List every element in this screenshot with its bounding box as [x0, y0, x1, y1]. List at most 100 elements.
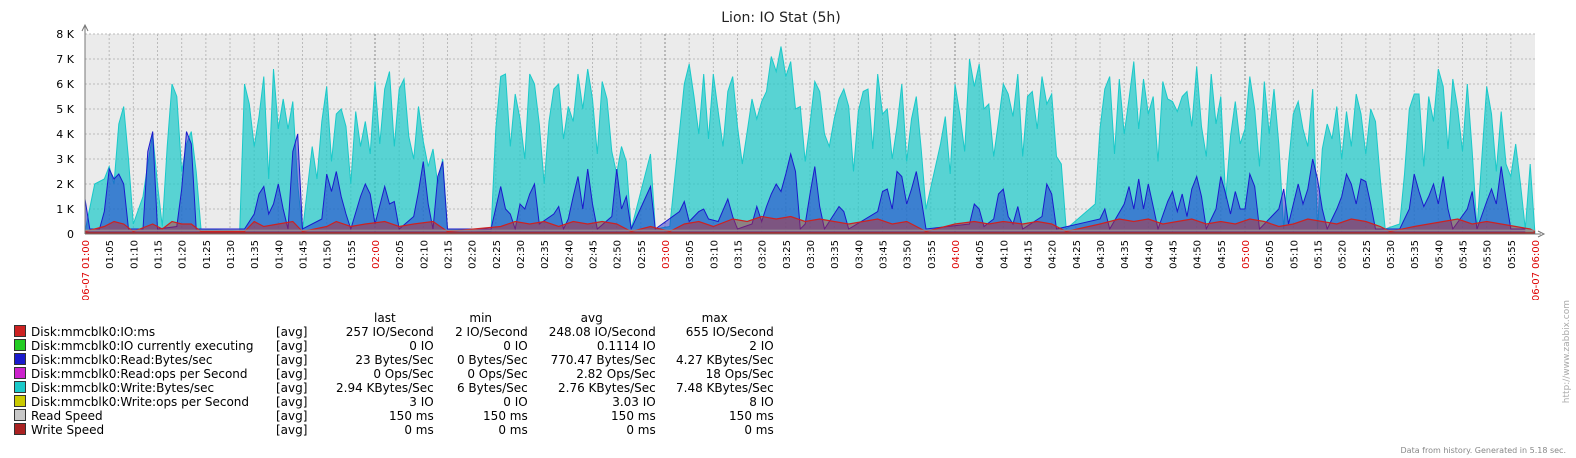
x-tick-label: 05:05 [1265, 240, 1276, 269]
legend-row: Disk:mmcblk0:IO currently executing [avg]… [14, 339, 774, 353]
y-tick-label: 4 K [56, 128, 74, 141]
legend-series-last: 0 ms [404, 423, 434, 437]
chart-title: Lion: IO Stat (5h) [721, 10, 841, 26]
x-tick-label: 02:10 [419, 240, 430, 269]
legend-series-name: Disk:mmcblk0:IO currently executing [31, 339, 254, 353]
x-tick-label: 04:30 [1096, 240, 1107, 269]
io-stat-chart: Lion: IO Stat (5h) 0 1 K 2 K 3 K 4 K 5 K 6 K 7 … [56, 10, 1546, 300]
x-tick-label: 04:40 [1144, 240, 1155, 269]
x-tick-label: 02:40 [564, 240, 575, 269]
y-tick-label: 1 K [56, 203, 74, 216]
y-tick-label: 3 K [56, 153, 74, 166]
x-tick-label: 03:45 [879, 240, 890, 269]
legend-row: Read Speed [avg] 150 ms 150 ms 150 ms 150 ms [14, 409, 774, 423]
y-tick-label: 2 K [56, 178, 74, 191]
legend-series-name: Disk:mmcblk0:Read:ops per Second [31, 367, 248, 381]
x-tick-label: 03:25 [782, 240, 793, 269]
x-tick-label: 02:15 [444, 240, 455, 269]
x-tick-label: 05:50 [1483, 240, 1494, 269]
x-tick-label: 05:55 [1507, 240, 1518, 269]
x-tick-label: 02:00 [371, 240, 382, 269]
legend-series-avg: 770.47 Bytes/Sec [550, 353, 656, 367]
legend-series-max: 150 ms [729, 409, 774, 423]
x-tick-label: 04:00 [951, 240, 962, 269]
x-tick-label: 05:40 [1434, 240, 1445, 269]
x-tick-label: 05:20 [1338, 240, 1349, 269]
x-tick-label: 03:50 [903, 240, 914, 269]
x-tick-label: 04:50 [1193, 240, 1204, 269]
x-tick-label: 02:35 [540, 240, 551, 269]
x-tick-label: 01:35 [250, 240, 261, 269]
series-area [85, 216, 1535, 234]
legend-row: Disk:mmcblk0:IO:ms [avg] 257 IO/Second 2 IO… [14, 325, 774, 339]
y-tick-label: 8 K [56, 28, 74, 41]
legend-series-max: 7.48 KBytes/Sec [676, 381, 774, 395]
legend-row: Disk:mmcblk0:Write:ops per Second [avg] 3 … [14, 395, 774, 409]
legend-col-max: max [701, 311, 728, 325]
x-tick-label: 03:05 [685, 240, 696, 269]
legend-series-avg: 0 ms [626, 423, 656, 437]
legend-swatch [14, 339, 26, 351]
legend-series-min: 0 Bytes/Sec [456, 353, 528, 367]
x-axis-ticks: 06-07 01:00 01:05 01:10 01:15 01:20 01:25 01:3… [81, 240, 1542, 300]
x-tick-label: 04:20 [1048, 240, 1059, 269]
x-tick-label: 01:05 [105, 240, 116, 269]
legend-swatch [14, 395, 26, 407]
x-tick-label: 02:30 [516, 240, 527, 269]
x-tick-label: 05:30 [1386, 240, 1397, 269]
legend-series-func: [avg] [276, 339, 308, 353]
legend-series-last: 150 ms [389, 409, 434, 423]
y-tick-label: 6 K [56, 78, 74, 91]
x-tick-label: 01:40 [274, 240, 285, 269]
legend-series-name: Disk:mmcblk0:Write:Bytes/sec [31, 381, 215, 395]
x-tick-label: 01:10 [129, 240, 140, 269]
y-tick-label: 7 K [56, 53, 74, 66]
legend-series-name: Disk:mmcblk0:Write:ops per Second [31, 395, 250, 409]
legend-series-last: 2.94 KBytes/Sec [336, 381, 434, 395]
legend-series-min: 0 IO [503, 339, 528, 353]
legend-series-avg: 150 ms [611, 409, 656, 423]
axes [81, 23, 1546, 238]
legend-col-avg: avg [580, 311, 603, 325]
x-tick-label: 05:10 [1289, 240, 1300, 269]
legend-series-last: 257 IO/Second [345, 325, 434, 339]
x-tick-label: 05:25 [1362, 240, 1373, 269]
watermark: http://www.zabbix.com [1562, 300, 1572, 404]
legend-series-avg: 248.08 IO/Second [548, 325, 656, 339]
series-areas [84, 46, 1536, 235]
series-line [84, 46, 1536, 235]
legend-col-min: min [469, 311, 493, 325]
x-tick-label: 02:50 [613, 240, 624, 269]
legend-series-min: 2 IO/Second [455, 325, 528, 339]
legend-series-avg: 2.76 KBytes/Sec [558, 381, 656, 395]
x-tick-label: 04:05 [975, 240, 986, 269]
y-axis-ticks: 0 1 K 2 K 3 K 4 K 5 K 6 K 7 K 8 K [56, 28, 74, 241]
series-line [84, 215, 1536, 233]
legend-series-min: 0 ms [498, 423, 528, 437]
x-tick-label: 04:35 [1120, 240, 1131, 269]
legend-series-name: Disk:mmcblk0:IO:ms [31, 325, 156, 339]
legend-series-max: 8 IO [749, 395, 774, 409]
y-tick-label: 5 K [56, 103, 74, 116]
x-axis-arrow [1537, 230, 1546, 238]
series-area [85, 131, 1526, 234]
x-tick-label: 03:10 [709, 240, 720, 269]
y-tick-label: 0 [67, 228, 74, 241]
x-tick-label: 05:15 [1314, 240, 1325, 269]
legend-series-last: 23 Bytes/Sec [355, 353, 434, 367]
legend-swatch [14, 381, 26, 393]
legend-swatch [14, 409, 26, 421]
legend-series-max: 2 IO [749, 339, 774, 353]
x-tick-label: 05:45 [1459, 240, 1470, 269]
legend-header-row: last min avg max [14, 311, 774, 325]
legend-series-func: [avg] [276, 325, 308, 339]
x-tick-label: 02:45 [589, 240, 600, 269]
legend-series-min: 0 Ops/Sec [467, 367, 528, 381]
x-tick-label: 01:50 [323, 240, 334, 269]
x-tick-label: 04:45 [1169, 240, 1180, 269]
legend-series-max: 18 Ops/Sec [705, 367, 774, 381]
x-tick-label: 02:25 [492, 240, 503, 269]
legend-table: last min avg max Disk:mmcblk0:IO:ms [avg]… [14, 311, 774, 437]
legend-series-func: [avg] [276, 353, 308, 367]
legend-row: Disk:mmcblk0:Read:ops per Second [avg] 0 O… [14, 367, 774, 381]
